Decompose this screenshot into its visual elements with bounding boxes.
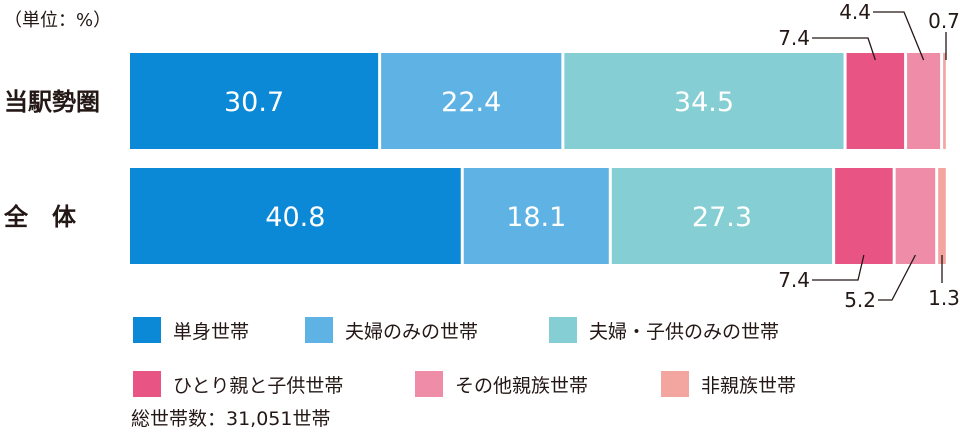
category-label: 当駅勢圏 <box>4 88 100 116</box>
leader-line <box>873 11 925 61</box>
bar-segment <box>846 53 905 149</box>
data-label: 18.1 <box>506 202 566 233</box>
data-label: 4.4 <box>839 0 871 24</box>
bar-segment <box>907 53 941 149</box>
legend-item-other-relatives: その他親族世帯 <box>415 371 588 397</box>
data-label: 7.4 <box>778 268 810 292</box>
data-label: 30.7 <box>224 87 284 118</box>
legend-item-couple-children: 夫婦・子供のみの世帯 <box>549 317 779 343</box>
category-label: 全 体 <box>3 203 77 231</box>
legend-swatch <box>305 317 333 343</box>
data-label: 40.8 <box>265 202 325 233</box>
data-label: 22.4 <box>441 87 501 118</box>
leader-line <box>812 37 876 61</box>
data-label: 5.2 <box>844 288 876 312</box>
legend-label: 単身世帯 <box>173 320 250 343</box>
legend-label: その他親族世帯 <box>455 374 589 397</box>
legend-swatch <box>133 317 161 343</box>
bar-segment <box>381 53 562 149</box>
legend-label: 非親族世帯 <box>701 374 797 397</box>
data-label: 1.3 <box>928 286 960 310</box>
bar-segment <box>611 168 833 264</box>
unit-note: （単位：%） <box>4 10 112 31</box>
legend-swatch <box>661 371 689 397</box>
bar-segment <box>835 168 893 264</box>
legend-item-couple: 夫婦のみの世帯 <box>305 317 478 343</box>
bar-segment <box>895 168 936 264</box>
data-label: 27.3 <box>692 202 752 233</box>
legend-swatch <box>415 371 443 397</box>
legend-swatch <box>133 371 161 397</box>
bar-segment <box>564 53 844 149</box>
legend-item-non-relatives: 非親族世帯 <box>661 371 796 397</box>
legend-item-single-parent: ひとり親と子供世帯 <box>133 371 343 397</box>
bar-segment <box>938 168 946 264</box>
legend-label: ひとり親と子供世帯 <box>173 374 344 397</box>
data-label: 7.4 <box>778 26 810 50</box>
data-label: 0.7 <box>928 9 960 33</box>
legend-label: 夫婦のみの世帯 <box>345 320 479 343</box>
bar-segment <box>463 168 609 264</box>
leader-line <box>812 254 865 281</box>
total-households-note: 総世帯数：31,051世帯 <box>131 408 331 430</box>
bar-segment <box>130 53 379 149</box>
leader-line <box>878 254 916 301</box>
bar-segment <box>130 168 461 264</box>
bar-segment <box>943 53 946 149</box>
legend-swatch <box>549 317 577 343</box>
legend-item-single: 単身世帯 <box>133 317 249 343</box>
legend-label: 夫婦・子供のみの世帯 <box>589 320 780 343</box>
data-label: 34.5 <box>674 87 734 118</box>
